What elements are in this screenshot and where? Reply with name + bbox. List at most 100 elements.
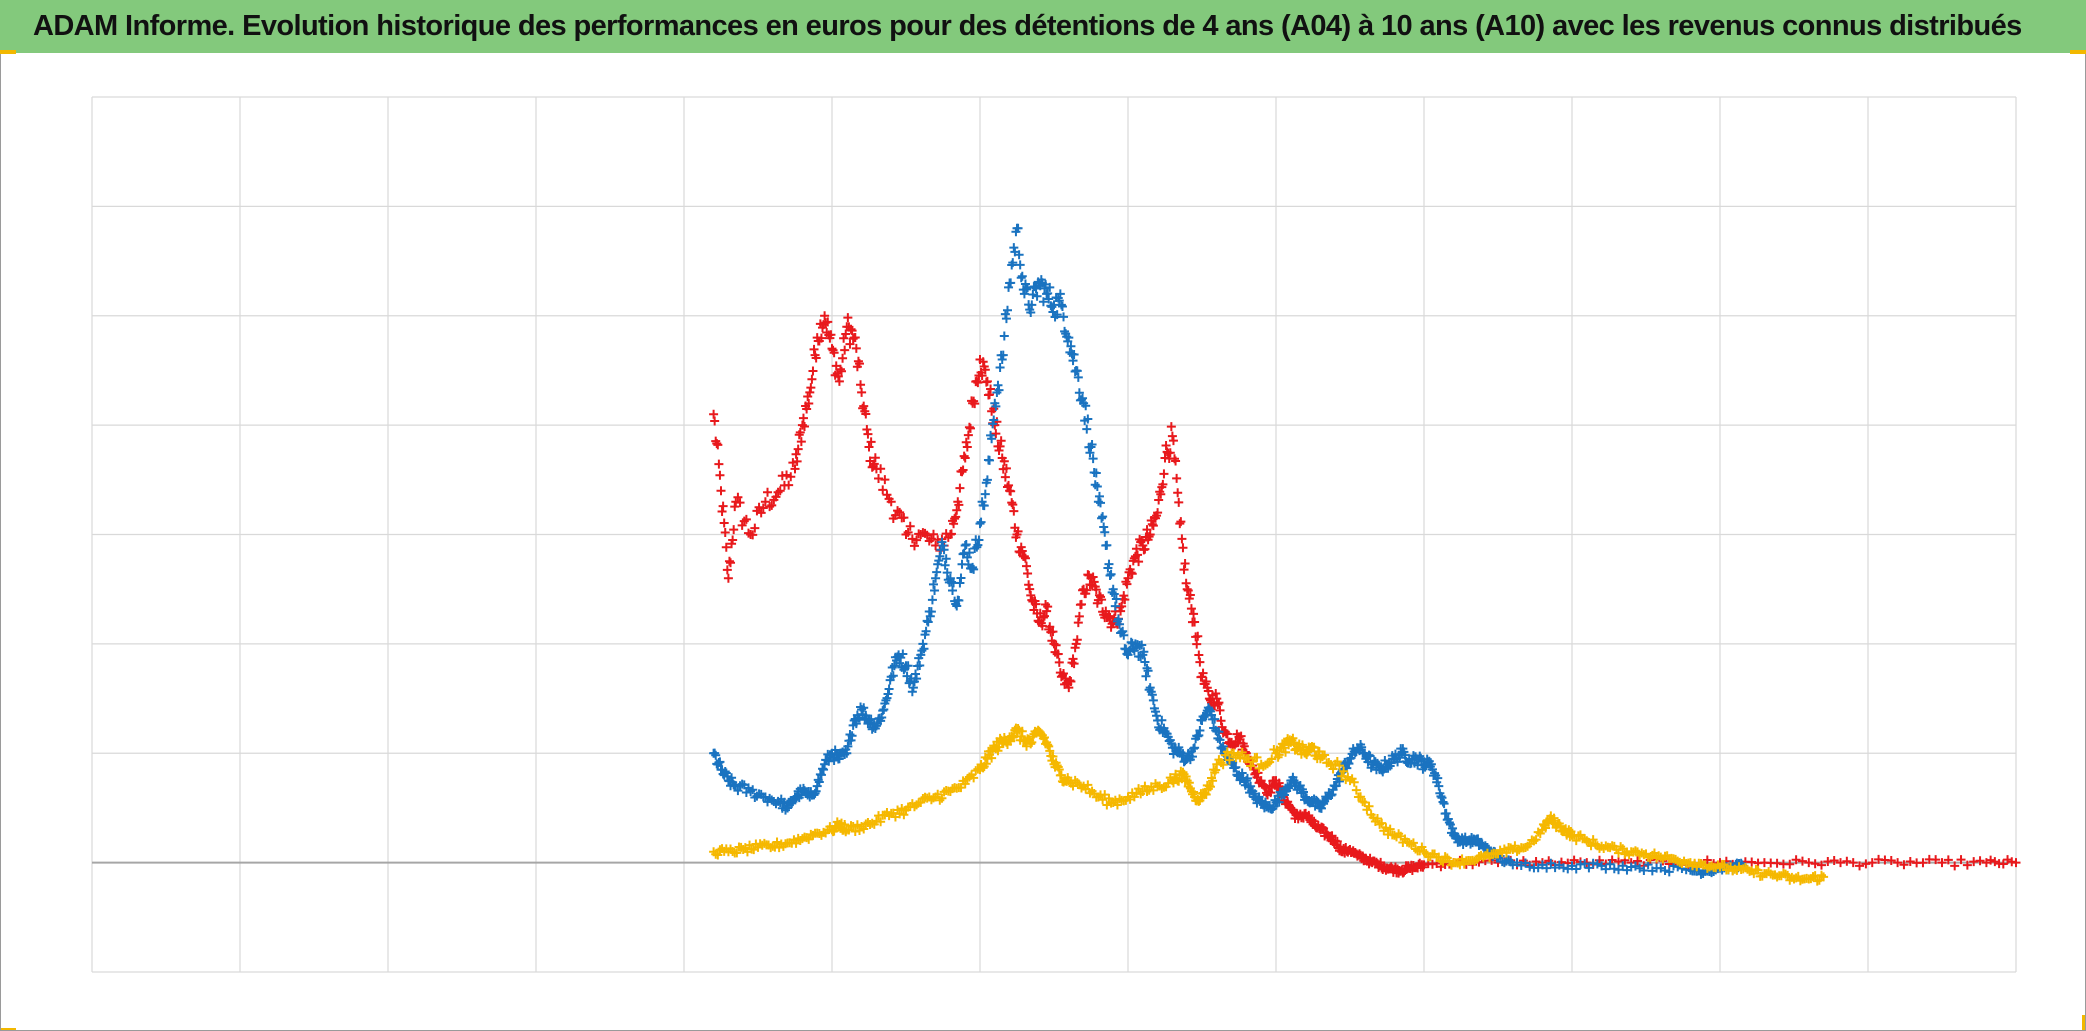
data-point-series-1 (970, 399, 980, 409)
data-point-series-2 (955, 578, 965, 588)
data-point-series-2 (916, 650, 926, 660)
data-point-series-1 (1211, 688, 1221, 698)
data-point-series-2 (1609, 864, 1619, 874)
data-point-series-3 (937, 793, 947, 803)
data-point-series-1 (1045, 622, 1055, 632)
data-point-series-1 (1158, 479, 1168, 489)
data-point-series-3 (981, 759, 991, 769)
data-point-series-1 (1043, 602, 1053, 612)
data-point-series-1 (1140, 544, 1150, 554)
data-point-series-3 (1320, 750, 1330, 760)
data-point-series-2 (993, 380, 1003, 390)
data-point-series-2 (1365, 751, 1375, 761)
data-point-series-2 (987, 434, 997, 444)
data-point-series-2 (1044, 294, 1054, 304)
corner-accent-top-left (0, 50, 16, 54)
data-point-series-1 (775, 486, 785, 496)
data-point-series-2 (1022, 284, 1032, 294)
data-point-series-1 (912, 535, 922, 545)
data-point-series-1 (1023, 568, 1033, 578)
data-point-series-2 (1137, 640, 1147, 650)
data-point-series-3 (850, 827, 860, 837)
data-point-series-3 (1605, 843, 1615, 853)
data-point-series-1 (986, 384, 996, 394)
data-point-series-1 (1134, 557, 1144, 567)
data-point-series-2 (1174, 742, 1184, 752)
data-point-series-1 (886, 497, 896, 507)
data-point-series-2 (1038, 297, 1048, 307)
data-point-series-1 (758, 503, 768, 513)
data-point-series-2 (998, 350, 1008, 360)
data-point-series-1 (1791, 855, 1801, 865)
data-point-series-2 (1090, 480, 1100, 490)
data-point-series-2 (1104, 559, 1114, 569)
data-point-series-1 (1038, 613, 1048, 623)
data-point-series-3 (1349, 777, 1359, 787)
data-point-series-1 (1068, 654, 1078, 664)
data-point-series-2 (1092, 482, 1102, 491)
data-point-series-1 (880, 475, 890, 485)
data-point-series-1 (1175, 519, 1185, 529)
data-point-series-1 (961, 437, 971, 447)
data-point-series-1 (713, 440, 723, 450)
data-point-series-1 (1886, 856, 1896, 866)
data-point-series-2 (1009, 243, 1019, 253)
data-point-series-1 (807, 374, 817, 384)
data-point-series-1 (1180, 559, 1190, 569)
data-point-series-3 (1753, 865, 1763, 875)
data-point-series-2 (1026, 307, 1036, 317)
data-point-series-1 (1376, 857, 1386, 867)
data-point-series-3 (1288, 733, 1298, 743)
data-point-series-2 (1473, 834, 1483, 844)
data-point-series-2 (1542, 863, 1552, 873)
data-point-series-1 (901, 530, 911, 539)
data-point-series-2 (1584, 863, 1594, 873)
data-point-series-1 (1082, 585, 1092, 595)
data-points-layer (709, 223, 2021, 886)
data-point-series-1 (847, 326, 857, 336)
data-point-series-3 (899, 810, 909, 820)
data-point-series-2 (1571, 864, 1581, 874)
data-point-series-2 (1056, 300, 1066, 310)
data-point-series-2 (1002, 305, 1012, 315)
data-point-series-1 (1937, 858, 1947, 868)
data-point-series-2 (1016, 273, 1026, 283)
data-point-series-2 (1215, 735, 1225, 745)
data-point-series-1 (861, 409, 871, 419)
data-point-series-2 (1013, 223, 1023, 233)
data-point-series-1 (1020, 553, 1030, 563)
data-point-series-2 (1085, 448, 1095, 458)
data-point-series-3 (1372, 813, 1382, 823)
data-point-series-3 (1351, 785, 1361, 795)
data-point-series-1 (920, 528, 930, 538)
data-point-series-1 (1120, 595, 1130, 605)
data-point-series-1 (1073, 618, 1083, 628)
data-point-series-1 (1013, 526, 1023, 536)
data-point-series-3 (933, 789, 943, 799)
data-point-series-1 (1569, 855, 1579, 865)
data-point-series-1 (982, 376, 992, 386)
data-point-series-1 (951, 512, 961, 522)
data-point-series-1 (1167, 431, 1177, 441)
data-point-series-2 (1108, 584, 1118, 594)
data-point-series-2 (1326, 791, 1336, 801)
data-point-series-2 (915, 660, 925, 670)
data-point-series-2 (1113, 614, 1123, 624)
data-point-series-1 (728, 535, 738, 545)
data-point-series-2 (1115, 619, 1125, 629)
data-point-series-1 (806, 383, 816, 393)
data-point-series-1 (1797, 856, 1807, 866)
data-point-series-1 (1142, 525, 1152, 535)
data-point-series-1 (784, 480, 794, 490)
data-point-series-2 (1639, 865, 1649, 875)
data-point-series-1 (863, 429, 873, 439)
data-point-series-2 (811, 786, 821, 796)
data-point-series-1 (1222, 729, 1232, 739)
data-point-series-1 (862, 424, 872, 434)
data-point-series-1 (719, 518, 729, 528)
data-point-series-2 (882, 693, 892, 703)
data-point-series-3 (1385, 824, 1395, 834)
data-point-series-2 (1618, 861, 1628, 871)
data-point-series-2 (816, 770, 826, 780)
data-point-series-3 (848, 821, 858, 831)
